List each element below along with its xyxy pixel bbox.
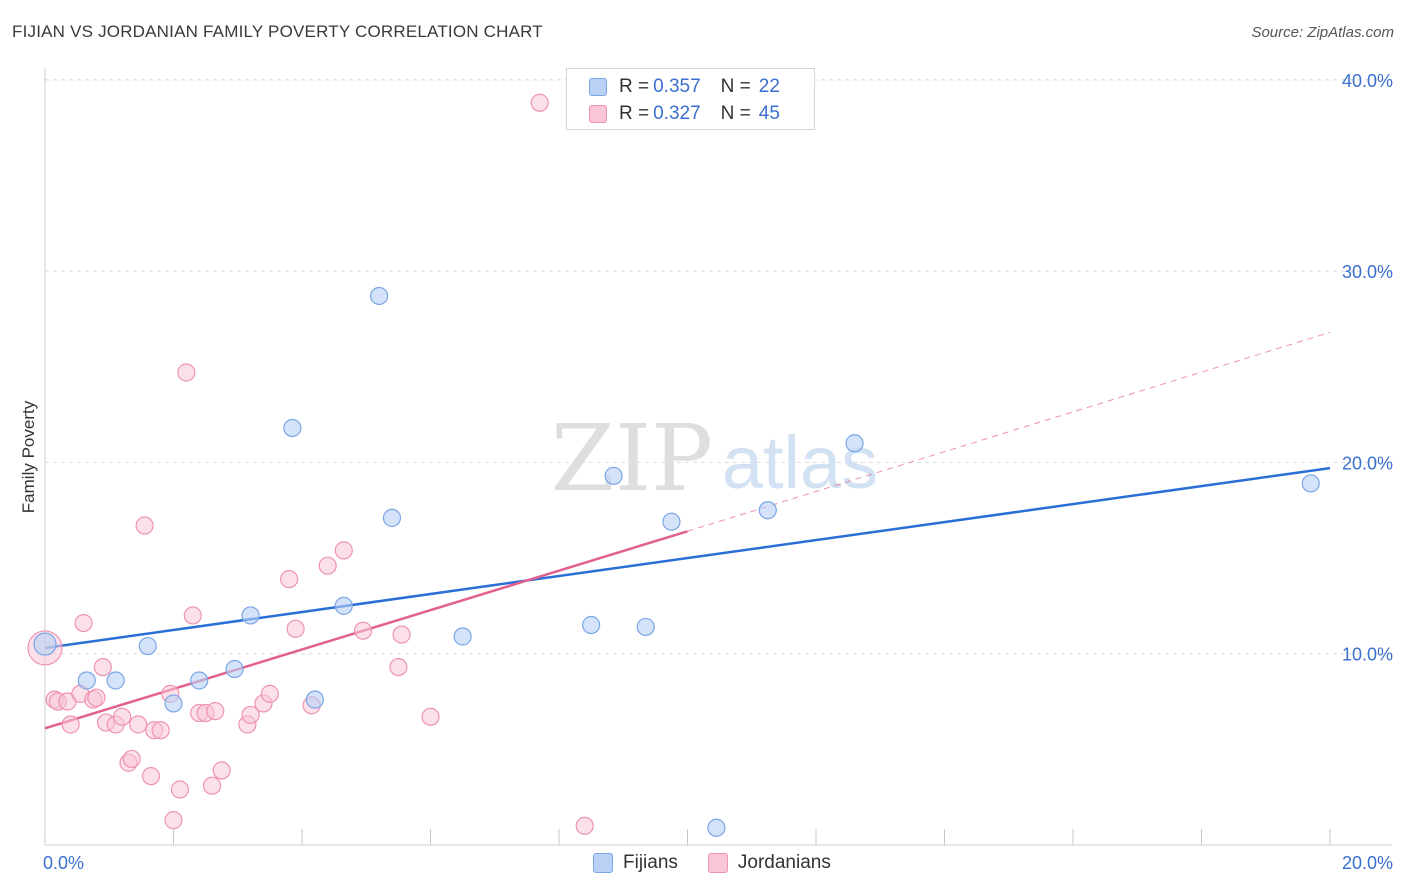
watermark-atlas: atlas bbox=[722, 421, 878, 504]
fijian-point bbox=[707, 818, 726, 837]
y-tick-label: 40.0% bbox=[1342, 71, 1393, 91]
n-label: N = bbox=[720, 103, 751, 124]
data-points bbox=[27, 93, 1320, 837]
fijian-point bbox=[845, 434, 864, 453]
source-label: Source: ZipAtlas.com bbox=[1251, 24, 1394, 41]
jordanian-point bbox=[61, 715, 80, 734]
jordanians-swatch bbox=[589, 105, 607, 123]
fijian-point bbox=[106, 671, 125, 690]
legend-label-fijians: Fijians bbox=[623, 852, 678, 873]
y-tick-label: 20.0% bbox=[1342, 453, 1393, 473]
legend-item-jordanians: Jordanians bbox=[707, 852, 831, 874]
jordanian-point bbox=[141, 767, 161, 786]
jordanian-point bbox=[389, 657, 408, 677]
legend-item-fijians: Fijians bbox=[593, 852, 678, 874]
fijian-point bbox=[241, 606, 260, 625]
fijian-point bbox=[225, 659, 244, 679]
correlation-legend: R = 0.357 N = 22 R = 0.327 N = 45 bbox=[566, 68, 815, 130]
fijian-point bbox=[604, 466, 623, 485]
jordanian-point bbox=[318, 556, 337, 575]
grid bbox=[45, 79, 1392, 655]
jordanian-point bbox=[280, 569, 299, 589]
fijian-point bbox=[582, 615, 601, 635]
y-tick-label: 10.0% bbox=[1342, 645, 1393, 665]
y-axis-label: Family Poverty bbox=[19, 400, 38, 513]
fijian-point bbox=[283, 418, 302, 438]
jordanian-point bbox=[575, 816, 594, 835]
jordanian-point bbox=[334, 541, 353, 560]
fijian-point bbox=[334, 596, 353, 615]
tick-labels: 10.0% 20.0% 30.0% 40.0% 0.0% 20.0% bbox=[43, 71, 1393, 873]
jordanians-trend-extension bbox=[687, 331, 1331, 532]
fijian-point bbox=[1301, 474, 1320, 493]
fijian-point bbox=[164, 694, 183, 713]
r-label: R = bbox=[619, 76, 650, 97]
watermark-zip: ZIP bbox=[551, 405, 713, 512]
jordanian-point bbox=[530, 93, 549, 112]
fijian-point bbox=[453, 627, 472, 646]
r-value: 0.327 bbox=[653, 103, 701, 124]
jordanian-point bbox=[112, 707, 132, 726]
jordanian-point bbox=[202, 776, 222, 795]
jordanian-point bbox=[241, 705, 260, 725]
n-label: N = bbox=[720, 76, 751, 97]
fijian-point bbox=[370, 286, 389, 306]
jordanian-point bbox=[93, 657, 112, 677]
n-value: 22 bbox=[758, 76, 780, 97]
fijian-point bbox=[382, 508, 402, 527]
series-legend: Fijians Jordanians bbox=[593, 852, 861, 874]
jordanians-swatch bbox=[707, 853, 728, 873]
jordanian-point bbox=[177, 363, 196, 382]
fijian-point bbox=[305, 690, 324, 709]
watermark: ZIP atlas bbox=[551, 405, 878, 512]
x-tick-label: 20.0% bbox=[1342, 853, 1393, 873]
jordanian-point bbox=[129, 715, 148, 734]
fijian-point bbox=[662, 512, 681, 531]
fijian-point bbox=[77, 671, 96, 690]
r-label: R = bbox=[619, 103, 650, 124]
jordanian-point bbox=[87, 688, 106, 707]
jordanian-point bbox=[212, 761, 231, 780]
fijian-point bbox=[33, 632, 57, 656]
fijians-swatch bbox=[589, 78, 607, 96]
fijian-point bbox=[758, 501, 777, 520]
jordanian-point bbox=[74, 613, 93, 633]
x-tick-label: 0.0% bbox=[43, 853, 84, 873]
legend-label-jordanians: Jordanians bbox=[737, 852, 831, 873]
y-tick-label: 30.0% bbox=[1342, 262, 1393, 282]
jordanian-point bbox=[135, 516, 154, 535]
jordanian-point bbox=[170, 780, 190, 799]
fijian-point bbox=[636, 617, 655, 637]
jordanian-point bbox=[164, 811, 183, 830]
jordanian-point bbox=[353, 621, 373, 640]
chart-title: FIJIAN VS JORDANIAN FAMILY POVERTY CORRE… bbox=[12, 22, 543, 41]
n-value: 45 bbox=[758, 103, 780, 124]
jordanian-point bbox=[260, 684, 279, 703]
legend-row-fijians: R = 0.357 N = 22 bbox=[589, 76, 780, 98]
jordanian-point bbox=[183, 606, 202, 625]
fijians-swatch bbox=[593, 853, 613, 873]
axes bbox=[44, 68, 1392, 846]
jordanian-point bbox=[151, 721, 170, 740]
r-value: 0.357 bbox=[653, 76, 701, 97]
fijian-point bbox=[138, 636, 157, 656]
jordanian-point bbox=[392, 625, 411, 644]
legend-row-jordanians: R = 0.327 N = 45 bbox=[589, 103, 780, 125]
fijian-point bbox=[190, 671, 209, 690]
jordanian-point bbox=[286, 619, 305, 638]
jordanian-point bbox=[206, 701, 225, 721]
jordanian-point bbox=[421, 707, 440, 726]
jordanian-point bbox=[122, 749, 141, 769]
